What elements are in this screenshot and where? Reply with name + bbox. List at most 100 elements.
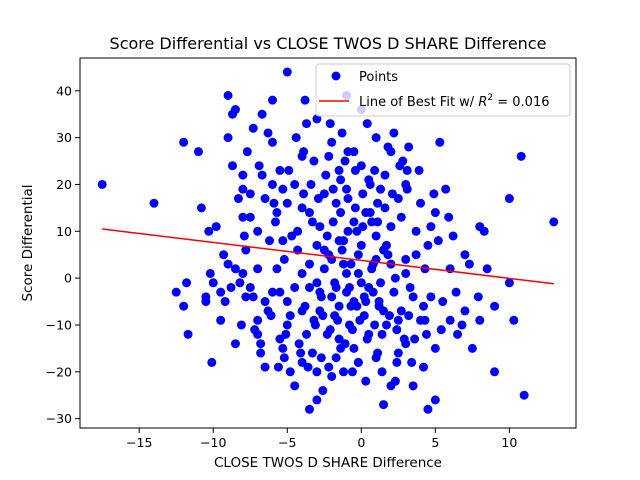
data-point <box>490 301 500 311</box>
data-point <box>331 353 341 363</box>
y-tick-label: 40 <box>56 83 72 98</box>
data-point <box>441 184 451 194</box>
data-point <box>256 348 266 358</box>
data-point <box>253 264 263 274</box>
data-point <box>438 297 448 307</box>
data-point <box>272 264 282 274</box>
data-point <box>331 282 341 292</box>
data-point <box>299 147 309 157</box>
data-point <box>464 259 474 269</box>
data-point <box>475 315 485 325</box>
data-point <box>325 325 335 335</box>
data-point <box>402 184 412 194</box>
data-point <box>396 212 406 222</box>
data-point <box>270 217 280 227</box>
data-point <box>321 170 331 180</box>
data-point <box>273 362 283 372</box>
data-point <box>230 339 240 349</box>
data-point <box>269 198 279 208</box>
data-point <box>238 268 248 278</box>
legend: Points Line of Best Fit w/ R2 = 0.016 <box>315 63 571 117</box>
data-point <box>381 240 391 250</box>
data-point <box>390 376 400 386</box>
data-point <box>282 320 292 330</box>
data-point <box>312 395 322 405</box>
y-tick-label: 0 <box>64 271 72 286</box>
data-point <box>419 362 428 372</box>
data-point <box>404 142 414 152</box>
data-point <box>149 198 159 208</box>
data-point <box>236 320 246 330</box>
data-point <box>337 128 347 138</box>
data-point <box>304 282 314 292</box>
data-point <box>304 208 314 218</box>
data-point <box>290 179 300 189</box>
data-point <box>457 320 467 330</box>
data-point <box>279 353 289 363</box>
data-point <box>325 119 335 129</box>
data-point <box>309 156 319 166</box>
data-point <box>460 250 470 260</box>
data-point <box>315 287 325 297</box>
y-tick-label: 30 <box>56 130 72 145</box>
data-point <box>350 203 360 213</box>
data-point <box>233 194 243 204</box>
data-point <box>207 357 217 367</box>
data-point <box>453 329 463 339</box>
data-point <box>267 137 277 147</box>
data-point <box>333 315 343 325</box>
data-point <box>356 278 366 288</box>
data-point <box>416 198 426 208</box>
data-point <box>303 362 313 372</box>
data-point <box>423 240 433 250</box>
data-point <box>260 362 270 372</box>
data-point <box>290 282 300 292</box>
data-point <box>365 179 375 189</box>
data-point <box>334 236 344 246</box>
x-tick-label: 5 <box>431 435 439 450</box>
data-point <box>312 367 322 377</box>
data-point <box>408 381 418 391</box>
data-point <box>504 194 514 204</box>
data-point <box>444 212 454 222</box>
data-point <box>336 208 346 218</box>
data-point <box>299 189 309 199</box>
data-point <box>336 175 346 185</box>
data-point <box>408 292 418 302</box>
data-point <box>383 142 393 152</box>
data-point <box>445 315 455 325</box>
data-point <box>307 217 317 227</box>
data-point <box>364 282 374 292</box>
x-tick-label: 0 <box>357 435 365 450</box>
data-point <box>290 381 300 391</box>
data-point <box>193 147 203 157</box>
data-point <box>421 329 431 339</box>
data-point <box>358 189 368 199</box>
data-point <box>407 357 417 367</box>
data-point <box>179 137 189 147</box>
data-point <box>361 297 371 307</box>
data-point <box>370 320 380 330</box>
data-point <box>328 184 338 194</box>
data-point <box>216 287 226 297</box>
data-point <box>340 156 350 166</box>
best-fit-line <box>102 228 554 285</box>
data-point <box>504 278 514 288</box>
data-point <box>349 217 359 227</box>
legend-line-label-suffix: = 0.016 <box>493 95 549 110</box>
y-axis-label: Score Differential <box>20 184 36 301</box>
data-point <box>490 367 500 377</box>
data-point <box>336 343 346 353</box>
data-point <box>516 151 526 161</box>
x-axis-ticks: −15 −10 −5 0 5 10 <box>126 428 517 450</box>
data-point <box>322 231 332 241</box>
data-point <box>318 386 328 396</box>
plot-area-frame <box>79 57 577 429</box>
data-point <box>343 194 353 204</box>
data-point <box>267 179 277 189</box>
data-point <box>353 268 363 278</box>
data-point <box>430 208 440 218</box>
data-point <box>294 339 304 349</box>
data-point <box>346 301 356 311</box>
data-point <box>358 222 368 232</box>
